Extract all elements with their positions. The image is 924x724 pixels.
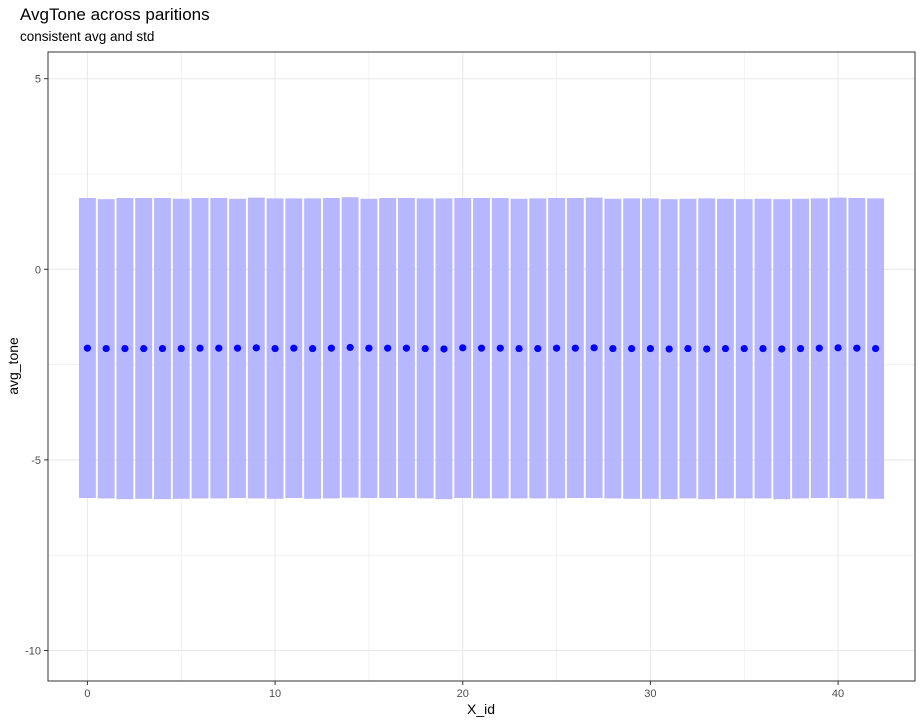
mean-point [196, 344, 204, 352]
mean-point [365, 344, 373, 352]
mean-point [233, 344, 242, 352]
mean-point [309, 344, 317, 353]
mean-point [552, 344, 561, 352]
mean-point [177, 344, 185, 353]
mean-point [628, 344, 636, 353]
plot-border [47, 51, 916, 682]
mean-point [252, 344, 260, 352]
mean-point [140, 344, 148, 353]
x-tick-label: 10 [269, 688, 281, 700]
mean-point [515, 344, 523, 353]
mean-point [665, 345, 673, 353]
std-bands [78, 197, 885, 500]
mean-point [815, 344, 823, 352]
mean-point [384, 344, 392, 352]
mean-point [121, 344, 129, 353]
mean-point [834, 344, 842, 352]
mean-point [590, 344, 598, 352]
mean-point [740, 344, 748, 353]
mean-point [459, 344, 467, 352]
mean-point [440, 345, 448, 353]
mean-point [534, 344, 542, 353]
chart-subtitle: consistent avg and std [20, 29, 155, 44]
mean-point [477, 344, 486, 352]
y-axis-ticks: 5 0 -5 -10 [25, 74, 48, 658]
mean-point [215, 344, 223, 352]
mean-point [646, 344, 654, 353]
y-axis-label: avg_tone [5, 337, 21, 395]
mean-point [571, 344, 579, 352]
y-tick-label: -5 [31, 455, 41, 467]
mean-point [290, 344, 298, 352]
mean-points [83, 343, 880, 353]
mean-point [853, 344, 861, 352]
mean-point [703, 345, 711, 353]
x-tick-label: 40 [832, 688, 844, 700]
mean-point [609, 344, 617, 353]
x-tick-label: 20 [457, 688, 469, 700]
mean-point [271, 344, 279, 353]
mean-point [158, 344, 167, 353]
mean-point [721, 344, 730, 353]
chart-title: AvgTone across paritions [20, 5, 210, 24]
mean-point [684, 344, 692, 353]
mean-point [778, 345, 786, 353]
x-tick-label: 0 [84, 688, 90, 700]
mean-point [871, 344, 880, 353]
mean-point [327, 344, 335, 352]
mean-point [402, 344, 411, 352]
mean-point [346, 343, 354, 352]
x-axis-label: X_id [467, 701, 495, 717]
mean-point [759, 344, 767, 353]
y-tick-label: 5 [35, 74, 41, 86]
y-tick-label: -10 [25, 646, 41, 658]
x-tick-label: 30 [644, 688, 656, 700]
x-axis-ticks: 0 10 20 30 40 [84, 681, 844, 700]
mean-point [796, 344, 805, 353]
mean-point [421, 344, 429, 353]
y-tick-label: 0 [35, 264, 41, 276]
mean-point [102, 344, 110, 353]
mean-point [83, 344, 92, 352]
mean-point [496, 344, 504, 352]
